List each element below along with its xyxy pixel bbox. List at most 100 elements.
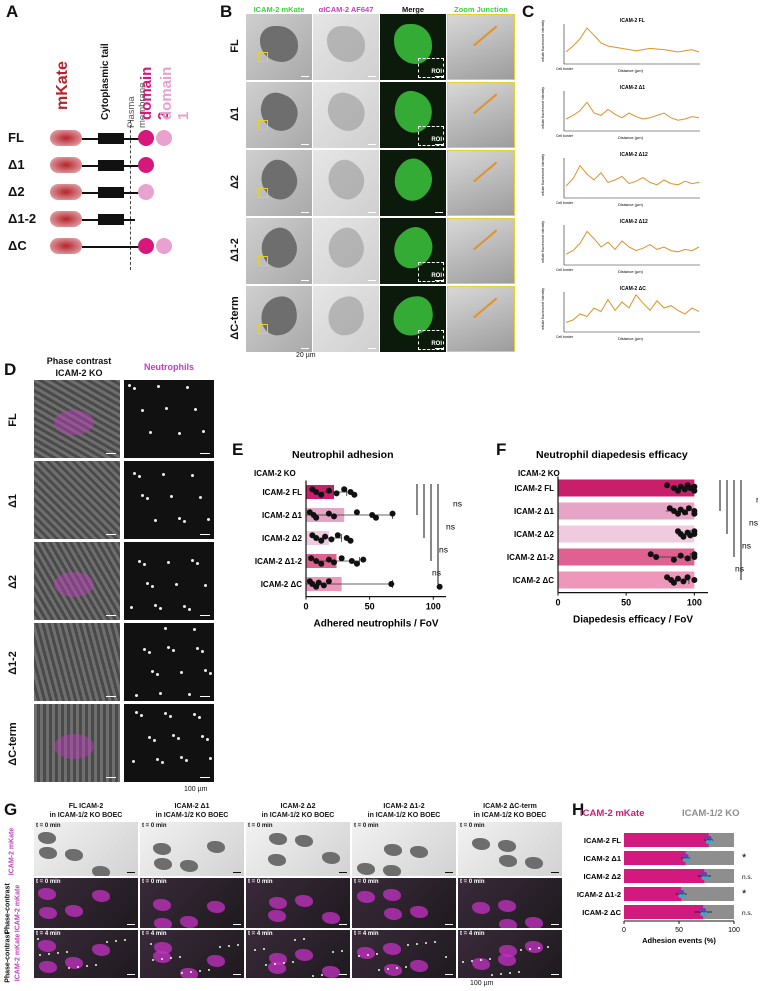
neutrophil-dot (149, 431, 152, 434)
data-point (325, 510, 332, 517)
g-col-subtitle: in ICAM-1/2 KO BOEC (49, 812, 123, 819)
scale-bar (339, 923, 347, 925)
data-point (318, 560, 325, 567)
scale-bar (445, 923, 453, 925)
data-point (388, 581, 395, 587)
cell-shape (38, 940, 56, 952)
data-point (325, 487, 332, 494)
b-row-label: Δ1-2 (229, 238, 241, 262)
panel-label-c: C (522, 2, 535, 21)
cell-shape (153, 899, 171, 911)
category-label: ICAM-2 Δ1-2 (507, 553, 555, 562)
significance-label: ns (735, 564, 744, 574)
neutrophil-dot (167, 646, 170, 649)
panel-label-d: D (4, 360, 17, 379)
data-point (647, 551, 654, 558)
bar-mkate (624, 869, 705, 883)
scale-bar (106, 533, 116, 535)
data-point (389, 510, 396, 517)
data-point (699, 872, 704, 876)
timestamp: t = 4 min (142, 931, 167, 937)
cell-shape (472, 958, 490, 970)
neutrophil-dot (186, 386, 189, 389)
neutrophil-dot (529, 948, 531, 950)
significance-label: * (742, 852, 747, 864)
scale-bar (368, 143, 376, 145)
cyto-tail-box (98, 160, 124, 171)
cell-shape (92, 944, 110, 956)
data-point (691, 483, 698, 490)
neutrophil-dot (167, 561, 170, 564)
profile-title: ICAM-2 FL (620, 18, 645, 24)
construct-label: FL (8, 130, 24, 145)
cell-border-label: Cell border (556, 201, 574, 205)
neutrophil-dot (206, 738, 209, 741)
data-point (320, 582, 327, 589)
bar (558, 548, 695, 566)
neutrophil-dot (141, 494, 144, 497)
cell-shape (320, 222, 372, 274)
neutrophil-dot (294, 939, 296, 941)
scale-bar (233, 871, 241, 873)
timestamp: t = 4 min (354, 931, 379, 937)
neutrophil-dot (303, 938, 305, 940)
g-image-tile: t = 4 min (458, 930, 562, 978)
neutrophil-dot (135, 694, 138, 697)
neutrophil-dot (194, 408, 197, 411)
construct-label: ΔC (8, 238, 27, 253)
junction-line (473, 93, 497, 114)
neutrophil-dot (204, 669, 207, 672)
neutrophil-dot (161, 761, 164, 764)
b-image-tile (246, 82, 312, 148)
scale-bar (200, 452, 210, 454)
data-point (670, 556, 677, 563)
roi-box (258, 324, 268, 334)
data-point (678, 894, 683, 898)
d-col-phase-a: Phase contrast (46, 356, 112, 366)
cell-shape (92, 866, 110, 876)
neutrophil-dot (283, 962, 285, 964)
panel-label-g: G (4, 800, 18, 819)
data-point (684, 555, 691, 562)
data-point (677, 552, 684, 559)
neutrophil-dot (265, 964, 267, 966)
data-point (702, 908, 707, 912)
category-label: ICAM-2 Δ1 (584, 854, 621, 863)
data-point (691, 487, 698, 494)
neutrophil-dot (37, 938, 39, 940)
significance-label: ns (756, 495, 758, 505)
domain1-circle (138, 184, 154, 200)
mkate-blob (50, 184, 82, 200)
neutrophil-dot (188, 608, 191, 611)
b-image-tile (246, 286, 312, 352)
cell-shape (154, 858, 172, 870)
bar (558, 525, 695, 543)
neutrophil-dot (86, 965, 88, 967)
neutrophil-dot (115, 940, 117, 942)
data-point (680, 890, 685, 894)
neutrophil-dot (152, 959, 154, 961)
neutrophil-dot (201, 650, 204, 653)
cell-shape (410, 960, 428, 972)
neutrophil-dot (202, 430, 205, 433)
neutrophil-dot (509, 972, 511, 974)
roi-inset: ROI (418, 330, 444, 350)
significance-label: ns (439, 545, 448, 555)
cell-shape (321, 88, 371, 136)
cell-shape (525, 857, 543, 869)
tick-label: 0 (622, 927, 626, 934)
data-point (315, 579, 322, 586)
cyto-tail-box (98, 133, 124, 144)
data-point (691, 510, 698, 517)
cell-shape (154, 942, 172, 954)
timestamp: t = 0 min (460, 879, 485, 885)
tick-label: 100 (687, 598, 702, 608)
g-col-subtitle: in ICAM-1/2 KO BOEC (473, 812, 547, 819)
cell-shape (65, 849, 83, 861)
neutrophil-dot (181, 972, 183, 974)
timestamp: t = 4 min (460, 931, 485, 937)
neutrophil-dot (520, 949, 522, 951)
tick-label: 0 (555, 598, 560, 608)
scale-bar (127, 871, 135, 873)
junction-line (473, 25, 497, 46)
